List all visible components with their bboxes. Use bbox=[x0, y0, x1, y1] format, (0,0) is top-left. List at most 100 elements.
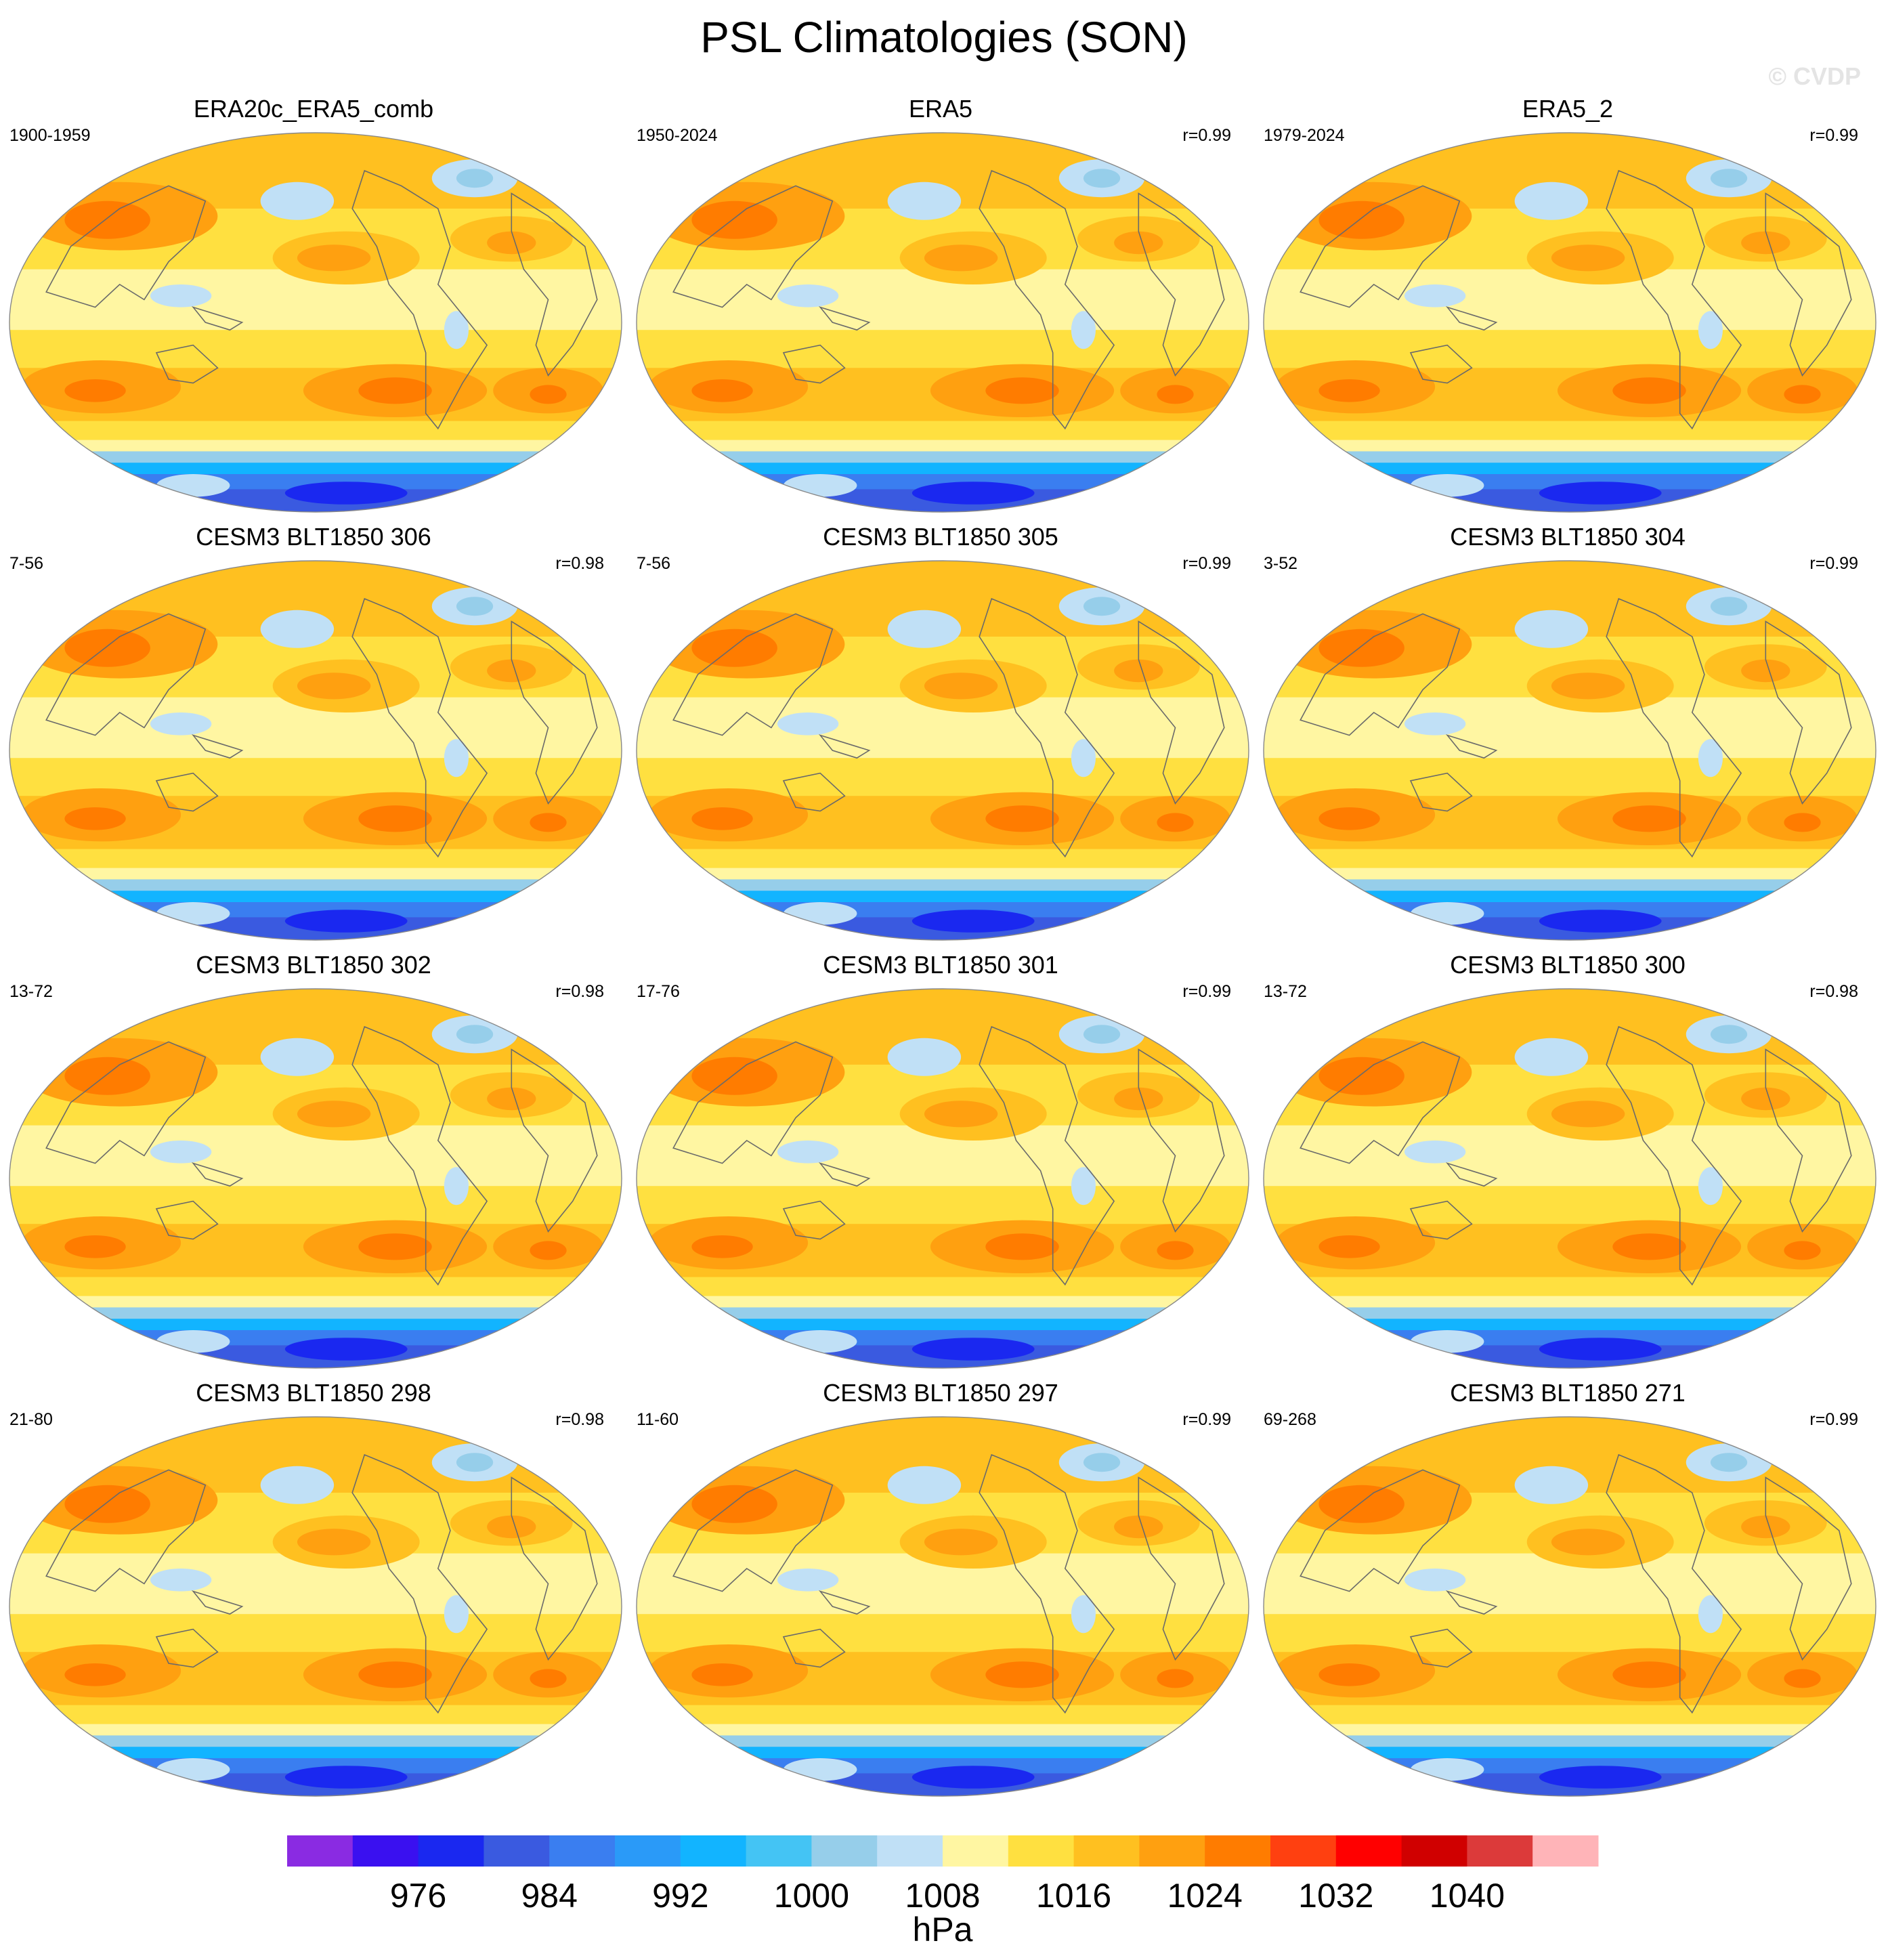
pressure-contour bbox=[260, 1466, 335, 1504]
coastline bbox=[45, 613, 207, 736]
pressure-band bbox=[9, 868, 622, 880]
panel-correlation: r=0.98 bbox=[555, 1410, 604, 1429]
pressure-band bbox=[9, 463, 622, 475]
pressure-contour bbox=[1318, 1485, 1404, 1523]
pressure-contour bbox=[783, 902, 857, 925]
coastline bbox=[191, 1162, 244, 1187]
colorbar-tick-label: 976 bbox=[390, 1877, 446, 1915]
pressure-contour bbox=[150, 712, 212, 736]
panel-title: ERA20c_ERA5_comb bbox=[193, 95, 434, 123]
pressure-contour bbox=[444, 311, 469, 349]
map-plot bbox=[1263, 988, 1876, 1369]
pressure-contour bbox=[156, 1758, 230, 1781]
map-plot bbox=[636, 560, 1249, 941]
pressure-contour bbox=[691, 807, 753, 830]
pressure-band bbox=[9, 1724, 622, 1737]
pressure-band bbox=[637, 879, 1249, 892]
pressure-contour bbox=[691, 379, 753, 402]
colorbar-tick-label: 1008 bbox=[905, 1877, 980, 1915]
pressure-contour bbox=[530, 813, 567, 832]
coastline bbox=[351, 597, 488, 858]
colorbar-swatch bbox=[1467, 1835, 1533, 1867]
pressure-band bbox=[9, 879, 622, 892]
pressure-band bbox=[1264, 879, 1876, 892]
map-plot bbox=[636, 988, 1249, 1369]
pressure-contour bbox=[358, 1661, 432, 1688]
pressure-contour bbox=[156, 1330, 230, 1353]
pressure-contour bbox=[1551, 1101, 1625, 1128]
coastline bbox=[351, 1453, 488, 1714]
map-panel: ERA5_2 1979-2024 r=0.99 bbox=[1254, 95, 1881, 523]
pressure-contour bbox=[1514, 1466, 1589, 1504]
pressure-band bbox=[637, 133, 1249, 171]
pressure-contour bbox=[1784, 813, 1821, 832]
pressure-band bbox=[1264, 989, 1876, 1027]
pressure-contour bbox=[358, 805, 432, 832]
pressure-band bbox=[9, 1705, 622, 1725]
pressure-contour bbox=[64, 379, 126, 402]
coastline bbox=[1765, 1048, 1852, 1233]
pressure-contour bbox=[887, 182, 962, 220]
colorbar-tick-label: 1040 bbox=[1430, 1877, 1505, 1915]
pressure-contour bbox=[150, 1141, 212, 1164]
coastline bbox=[782, 1200, 846, 1240]
colorbar-tick-label: 992 bbox=[652, 1877, 708, 1915]
colorbar-tick-label: 1000 bbox=[774, 1877, 849, 1915]
coastline bbox=[1409, 1200, 1473, 1240]
pressure-contour bbox=[1410, 1330, 1484, 1353]
coastline bbox=[1445, 1590, 1498, 1615]
pressure-band bbox=[1264, 463, 1876, 475]
pressure-band bbox=[637, 440, 1249, 452]
coastline bbox=[782, 1628, 846, 1668]
pressure-contour bbox=[777, 1141, 839, 1164]
pressure-band bbox=[637, 891, 1249, 903]
coastline bbox=[45, 185, 207, 308]
coastline bbox=[1765, 1476, 1852, 1661]
map-border bbox=[636, 988, 1249, 1369]
pressure-contour bbox=[1551, 673, 1625, 700]
panel-years: 1900-1959 bbox=[9, 126, 91, 145]
pressure-contour bbox=[887, 610, 962, 648]
pressure-band bbox=[637, 1724, 1249, 1737]
pressure-contour bbox=[284, 1766, 408, 1789]
pressure-contour bbox=[1514, 182, 1589, 220]
pressure-band bbox=[1264, 561, 1876, 599]
panel-correlation: r=0.98 bbox=[555, 554, 604, 573]
map-plot bbox=[1263, 1416, 1876, 1797]
panel-title: ERA5_2 bbox=[1522, 95, 1614, 123]
panel-title: CESM3 BLT1850 304 bbox=[1450, 523, 1686, 551]
watermark: © CVDP bbox=[1768, 62, 1861, 90]
colorbar-swatch bbox=[680, 1835, 747, 1867]
pressure-contour bbox=[1514, 1038, 1589, 1076]
pressure-contour bbox=[911, 1338, 1035, 1361]
pressure-contour bbox=[783, 474, 857, 497]
pressure-band bbox=[637, 1735, 1249, 1748]
pressure-band bbox=[1264, 891, 1876, 903]
map-panel: CESM3 BLT1850 304 3-52 r=0.99 bbox=[1254, 523, 1881, 951]
pressure-contour bbox=[444, 1595, 469, 1634]
coastline bbox=[818, 306, 871, 331]
pressure-band bbox=[1264, 1724, 1876, 1737]
pressure-contour bbox=[777, 1569, 839, 1592]
panel-years: 7-56 bbox=[9, 554, 44, 573]
pressure-band bbox=[9, 1417, 622, 1455]
pressure-band bbox=[1264, 1705, 1876, 1725]
pressure-contour bbox=[1157, 385, 1194, 404]
pressure-contour bbox=[1083, 1025, 1121, 1044]
pressure-band bbox=[637, 451, 1249, 464]
map-border bbox=[1263, 132, 1876, 513]
pressure-band bbox=[9, 561, 622, 599]
panel-years: 17-76 bbox=[637, 982, 680, 1001]
coastline bbox=[1409, 1628, 1473, 1668]
pressure-contour bbox=[64, 1057, 150, 1095]
pressure-band bbox=[1264, 1735, 1876, 1748]
map-panel: CESM3 BLT1850 305 7-56 r=0.99 bbox=[627, 523, 1254, 951]
panel-title: CESM3 BLT1850 301 bbox=[823, 951, 1058, 979]
map-border bbox=[636, 132, 1249, 513]
panel-correlation: r=0.98 bbox=[1809, 982, 1858, 1001]
pressure-band bbox=[1264, 1307, 1876, 1320]
coastline bbox=[979, 169, 1115, 430]
pressure-contour bbox=[911, 1766, 1035, 1789]
coastline bbox=[1300, 185, 1461, 308]
coastline bbox=[1445, 734, 1498, 759]
